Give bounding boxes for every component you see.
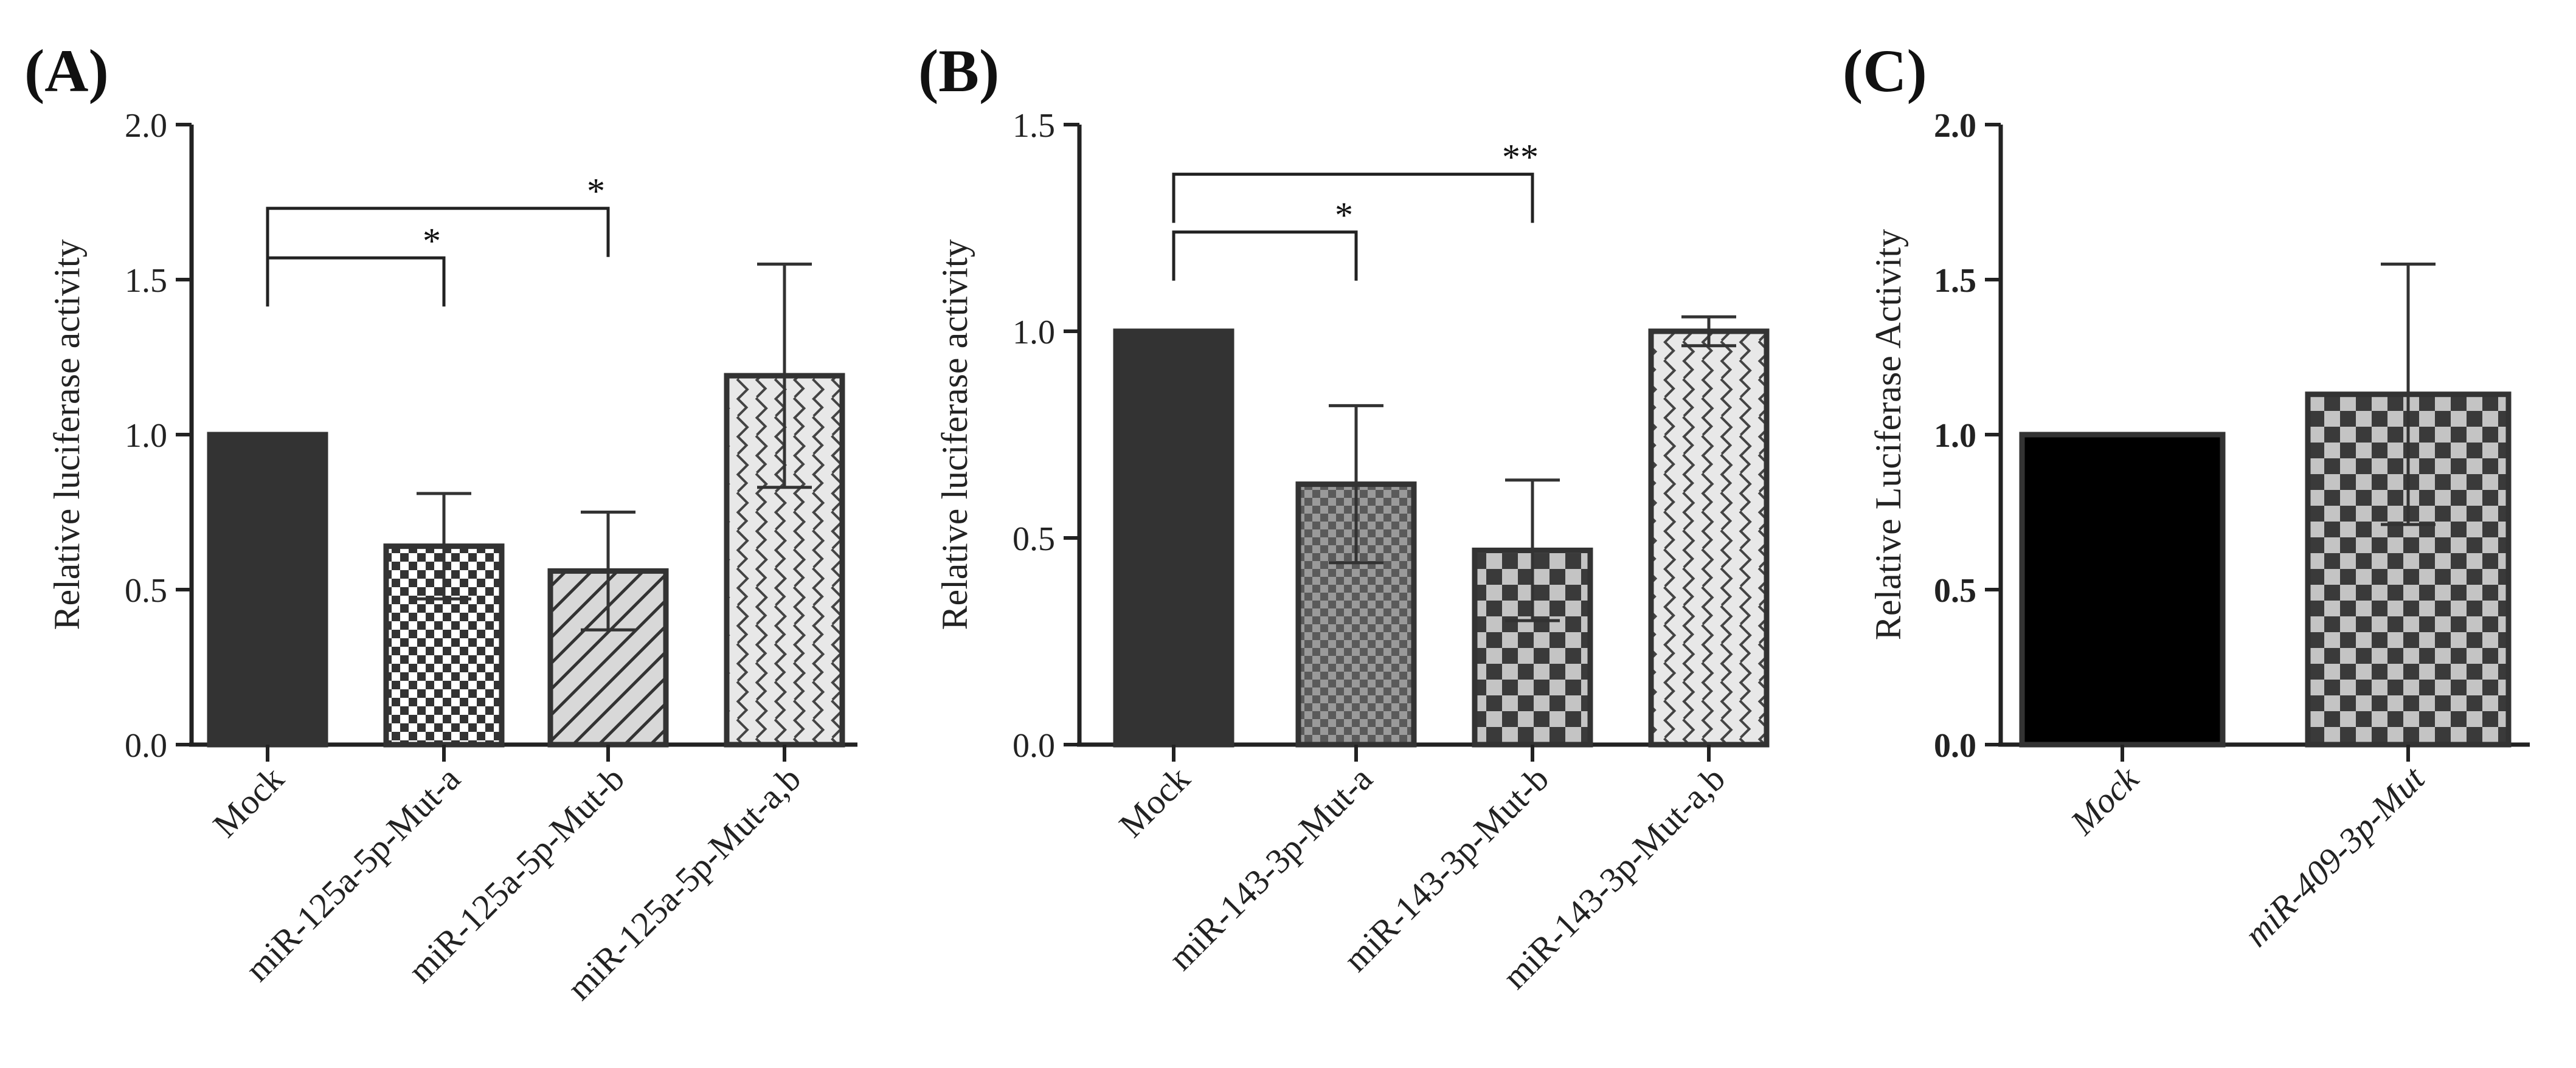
y-tick-label: 2.0 (125, 107, 167, 145)
significance-bracket (1172, 230, 1358, 281)
significance-label: * (1335, 195, 1353, 235)
y-tick-label: 1.5 (125, 262, 167, 300)
bar (2019, 432, 2226, 748)
category-label: Mock (1112, 759, 1198, 845)
y-axis-title: Relative luciferase activity (47, 239, 87, 630)
bar (1113, 328, 1234, 748)
panel-label: (B) (918, 37, 999, 105)
significance-bracket (266, 207, 610, 257)
significance-label: * (587, 171, 605, 212)
y-tick-label: 0.0 (1934, 727, 1976, 765)
y-tick-label: 0.5 (1013, 520, 1055, 558)
y-tick-label: 1.5 (1013, 107, 1055, 145)
significance-bracket (266, 256, 446, 307)
y-tick-label: 1.5 (1934, 262, 1976, 300)
y-tick-label: 0.5 (1934, 572, 1976, 610)
chart-panel-2: (B) 0.0 0.5 1.0 1.5 Relative luciferase activ… (918, 37, 1770, 996)
significance-label: * (423, 221, 441, 261)
chart-panel-3: (C) 0.0 0.5 1.0 1.5 2.0 Relative Luciferase Ac… (1843, 37, 2530, 954)
y-tick-label: 0.0 (125, 727, 167, 765)
category-label: Mock (2062, 758, 2147, 842)
category-label: Mock (206, 759, 292, 845)
bar (1648, 328, 1770, 748)
y-axis-title: Relative luciferase activity (935, 239, 975, 630)
significance-bracket (1172, 173, 1534, 223)
panel-label: (C) (1843, 37, 1927, 105)
panel-label: (A) (24, 37, 109, 105)
chart-root: (A) 0.0 0.5 1.0 1.5 2.0 Relative luciferase ac… (24, 37, 2530, 1008)
category-label: miR-409-3p-Mut (2237, 758, 2433, 954)
y-tick-label: 0.5 (125, 572, 167, 610)
y-tick-label: 1.0 (1934, 417, 1976, 455)
chart-panel-1: (A) 0.0 0.5 1.0 1.5 2.0 Relative luciferase ac… (24, 37, 857, 1008)
y-tick-label: 2.0 (1934, 107, 1976, 145)
significance-label: ** (1502, 137, 1539, 177)
y-axis-title: Relative Luciferase Activity (1868, 229, 1908, 640)
y-tick-label: 0.0 (1013, 727, 1055, 765)
y-tick-label: 1.0 (125, 417, 167, 455)
bar (207, 432, 328, 748)
y-tick-label: 1.0 (1013, 314, 1055, 351)
